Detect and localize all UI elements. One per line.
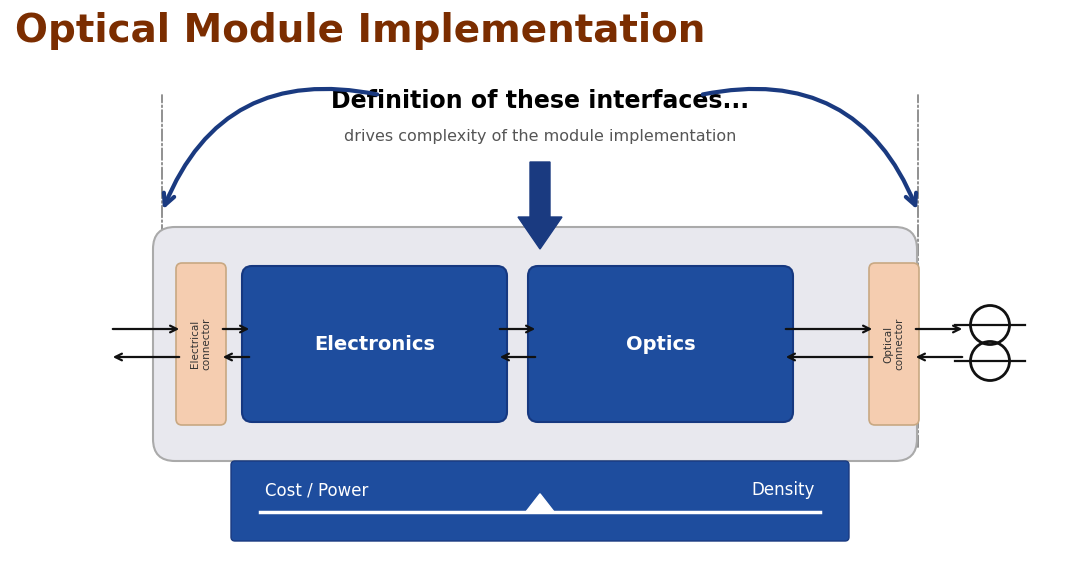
- FancyBboxPatch shape: [231, 461, 849, 541]
- Text: drives complexity of the module implementation: drives complexity of the module implemen…: [343, 129, 737, 144]
- FancyArrow shape: [518, 162, 562, 249]
- FancyBboxPatch shape: [869, 263, 919, 425]
- FancyBboxPatch shape: [528, 266, 793, 422]
- Text: Cost / Power: Cost / Power: [265, 481, 368, 499]
- FancyBboxPatch shape: [176, 263, 226, 425]
- Text: Definition of these interfaces...: Definition of these interfaces...: [330, 89, 750, 113]
- FancyBboxPatch shape: [153, 227, 917, 461]
- Text: Electronics: Electronics: [314, 335, 435, 353]
- Text: Electrical
connector: Electrical connector: [190, 318, 212, 370]
- Polygon shape: [526, 494, 554, 512]
- FancyBboxPatch shape: [242, 266, 507, 422]
- Text: Optical Module Implementation: Optical Module Implementation: [15, 12, 705, 50]
- Text: Optics: Optics: [625, 335, 696, 353]
- Text: Density: Density: [752, 481, 815, 499]
- Text: Optical
connector: Optical connector: [883, 318, 905, 370]
